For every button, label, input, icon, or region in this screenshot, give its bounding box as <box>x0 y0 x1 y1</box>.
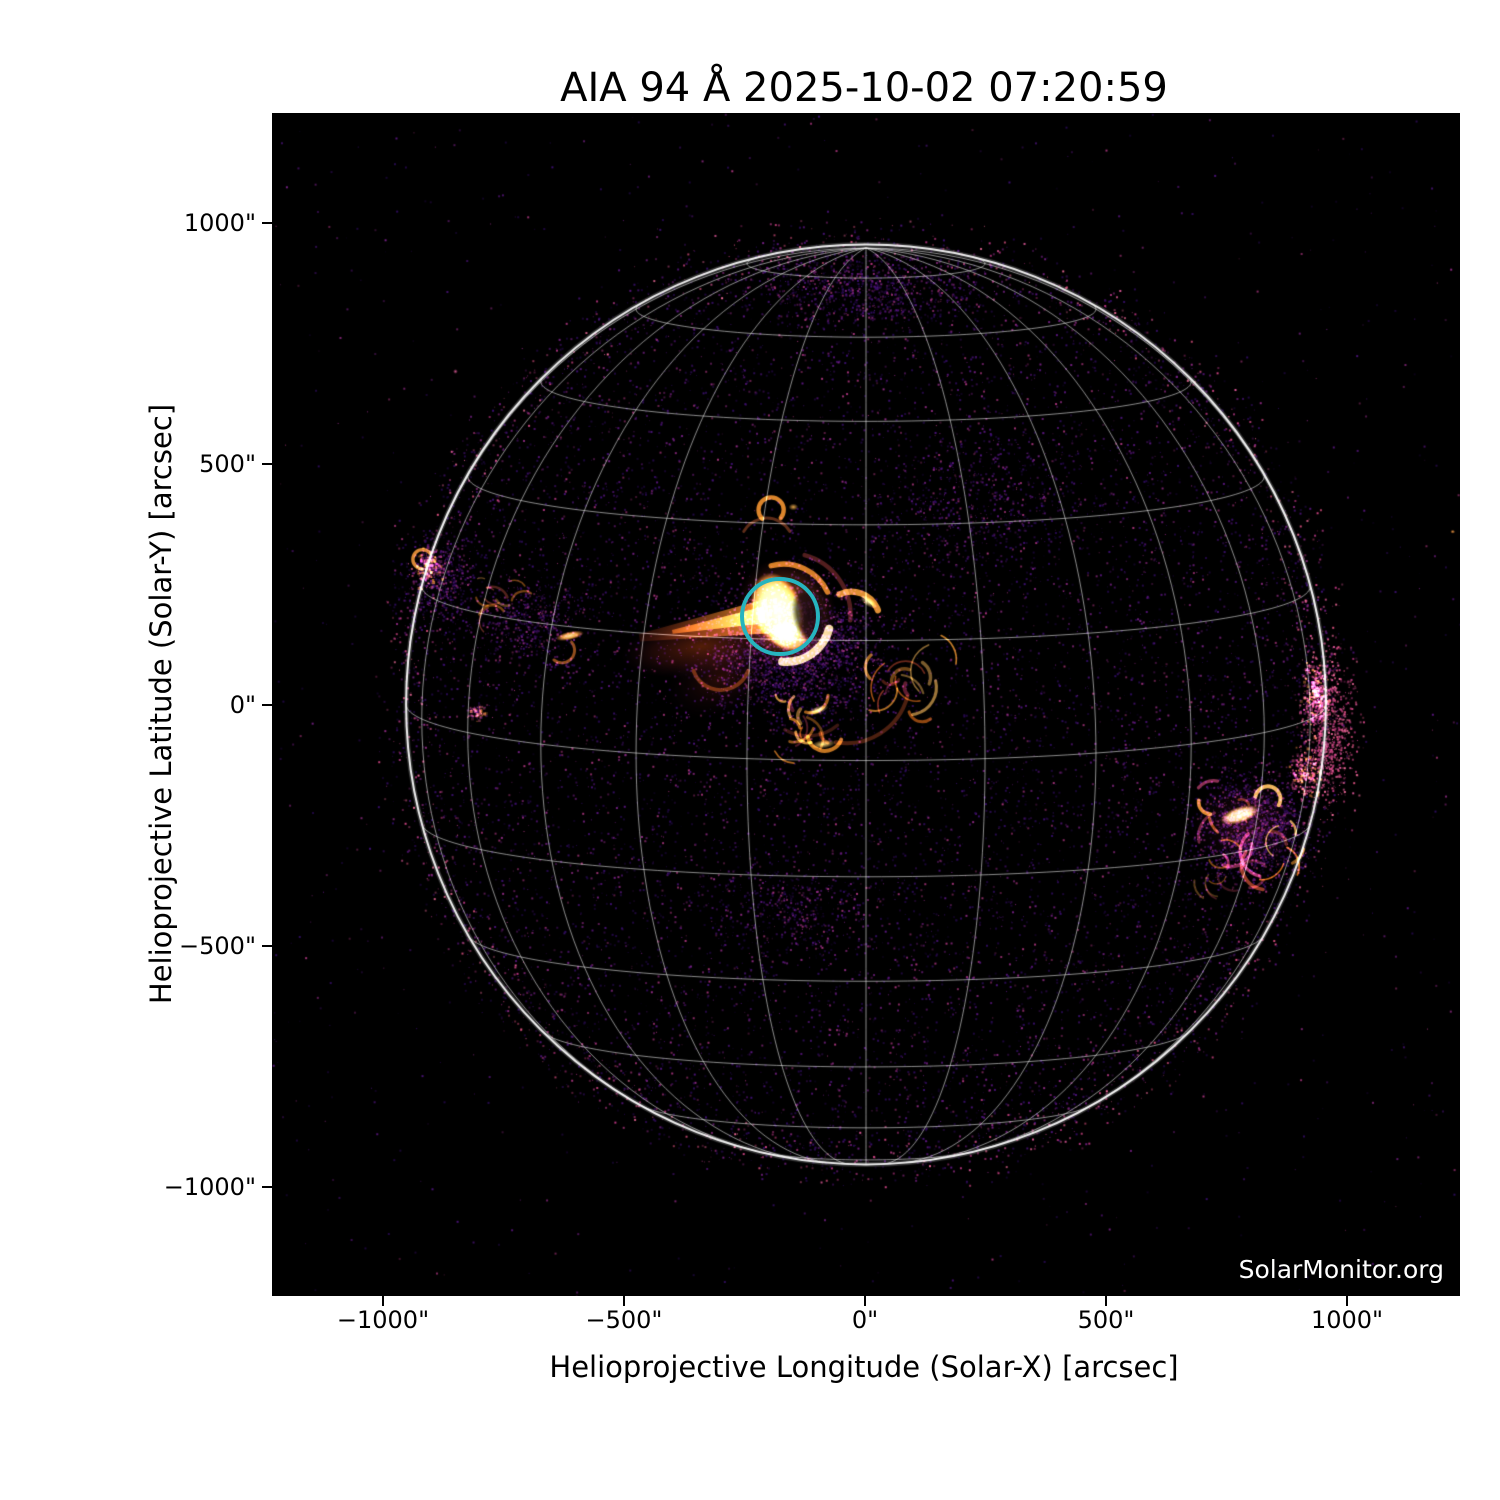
flare-marker-circle <box>740 576 821 657</box>
y-tick-label: −1000" <box>163 1173 256 1201</box>
y-tick-label: 1000" <box>183 209 256 237</box>
y-tick-label: 500" <box>199 450 256 478</box>
x-tick-label: 500" <box>1077 1306 1135 1334</box>
y-tick-label: −500" <box>179 932 256 960</box>
y-tick-mark <box>262 704 272 706</box>
watermark: SolarMonitor.org <box>1238 1255 1444 1284</box>
x-tick-mark <box>623 1296 625 1306</box>
x-tick-label: −500" <box>585 1306 663 1334</box>
solar-image-plot: SolarMonitor.org <box>272 113 1460 1296</box>
y-tick-mark <box>262 463 272 465</box>
y-tick-mark <box>262 222 272 224</box>
x-axis-label: Helioprojective Longitude (Solar-X) [arc… <box>549 1350 1179 1384</box>
x-tick-label: 0" <box>851 1306 879 1334</box>
y-tick-mark <box>262 1186 272 1188</box>
x-tick-label: −1000" <box>336 1306 430 1334</box>
x-tick-mark <box>1346 1296 1348 1306</box>
figure-title: AIA 94 Å 2025-10-02 07:20:59 <box>560 65 1168 111</box>
x-tick-mark <box>864 1296 866 1306</box>
y-tick-label: 0" <box>229 691 256 719</box>
y-tick-mark <box>262 945 272 947</box>
x-tick-mark <box>1105 1296 1107 1306</box>
x-tick-label: 1000" <box>1310 1306 1384 1334</box>
aia-94-solar-disk-image <box>272 113 1460 1296</box>
x-tick-mark <box>382 1296 384 1306</box>
